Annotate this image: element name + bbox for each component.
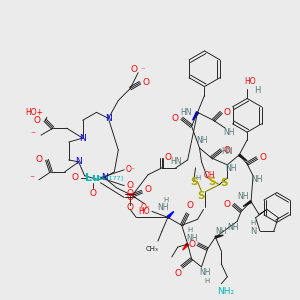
Text: NH: NH xyxy=(227,223,239,232)
Text: HO: HO xyxy=(244,77,256,86)
Text: O⁻: O⁻ xyxy=(125,165,135,174)
Text: HN: HN xyxy=(170,158,182,166)
Text: H: H xyxy=(254,86,260,95)
Text: H: H xyxy=(250,220,256,226)
Text: NH: NH xyxy=(224,128,235,137)
Text: O: O xyxy=(127,203,134,212)
Text: O: O xyxy=(127,181,134,190)
Text: O: O xyxy=(224,108,231,117)
Text: N: N xyxy=(105,114,112,123)
Text: NH₂: NH₂ xyxy=(217,287,234,296)
Text: O: O xyxy=(145,185,152,194)
Polygon shape xyxy=(183,243,189,250)
Text: H: H xyxy=(195,175,200,181)
Text: HN: HN xyxy=(221,148,233,157)
Text: O: O xyxy=(224,146,231,154)
Text: O: O xyxy=(174,269,181,278)
Text: O: O xyxy=(130,65,138,74)
Text: NH: NH xyxy=(200,268,211,278)
Text: O: O xyxy=(260,153,266,162)
Text: N: N xyxy=(79,134,86,142)
Text: 3+[177]: 3+[177] xyxy=(98,175,123,180)
Polygon shape xyxy=(243,201,252,206)
Text: HO+: HO+ xyxy=(25,108,43,117)
Text: O: O xyxy=(71,173,78,182)
Polygon shape xyxy=(215,235,223,238)
Text: O: O xyxy=(34,116,40,125)
Text: NH: NH xyxy=(226,164,237,173)
Text: NH: NH xyxy=(186,234,197,243)
Text: NH: NH xyxy=(237,192,249,201)
Text: H: H xyxy=(205,278,210,284)
Polygon shape xyxy=(193,112,199,120)
Text: O: O xyxy=(224,200,231,209)
Text: NH: NH xyxy=(216,227,227,236)
Text: HO: HO xyxy=(138,207,150,216)
Text: Lu: Lu xyxy=(85,173,100,183)
Text: N: N xyxy=(250,227,256,236)
Text: S: S xyxy=(197,190,204,201)
Text: O: O xyxy=(127,193,134,202)
Text: H: H xyxy=(163,196,169,202)
Text: O: O xyxy=(186,201,193,210)
Text: O: O xyxy=(188,240,195,249)
Text: ⁻: ⁻ xyxy=(31,130,36,140)
Text: ⁻: ⁻ xyxy=(141,65,145,74)
Polygon shape xyxy=(238,154,247,161)
Text: S: S xyxy=(220,178,228,188)
Text: O: O xyxy=(35,155,43,164)
Text: O: O xyxy=(164,153,171,162)
Text: O: O xyxy=(171,114,178,123)
Text: S: S xyxy=(208,177,215,187)
Text: HN: HN xyxy=(180,108,191,117)
Text: NH: NH xyxy=(157,203,169,212)
Text: CH₃: CH₃ xyxy=(146,246,158,252)
Text: O: O xyxy=(127,189,134,198)
Text: O: O xyxy=(142,78,149,87)
Text: N: N xyxy=(101,173,108,182)
Text: OH: OH xyxy=(204,171,215,180)
Text: ⁻: ⁻ xyxy=(29,175,35,185)
Text: NH: NH xyxy=(196,136,207,145)
Text: O⁻: O⁻ xyxy=(141,203,151,212)
Text: O: O xyxy=(89,189,96,198)
Text: H: H xyxy=(187,227,192,233)
Polygon shape xyxy=(167,212,174,218)
Text: N: N xyxy=(75,158,82,166)
Text: NH: NH xyxy=(251,175,263,184)
Text: S: S xyxy=(190,177,197,187)
